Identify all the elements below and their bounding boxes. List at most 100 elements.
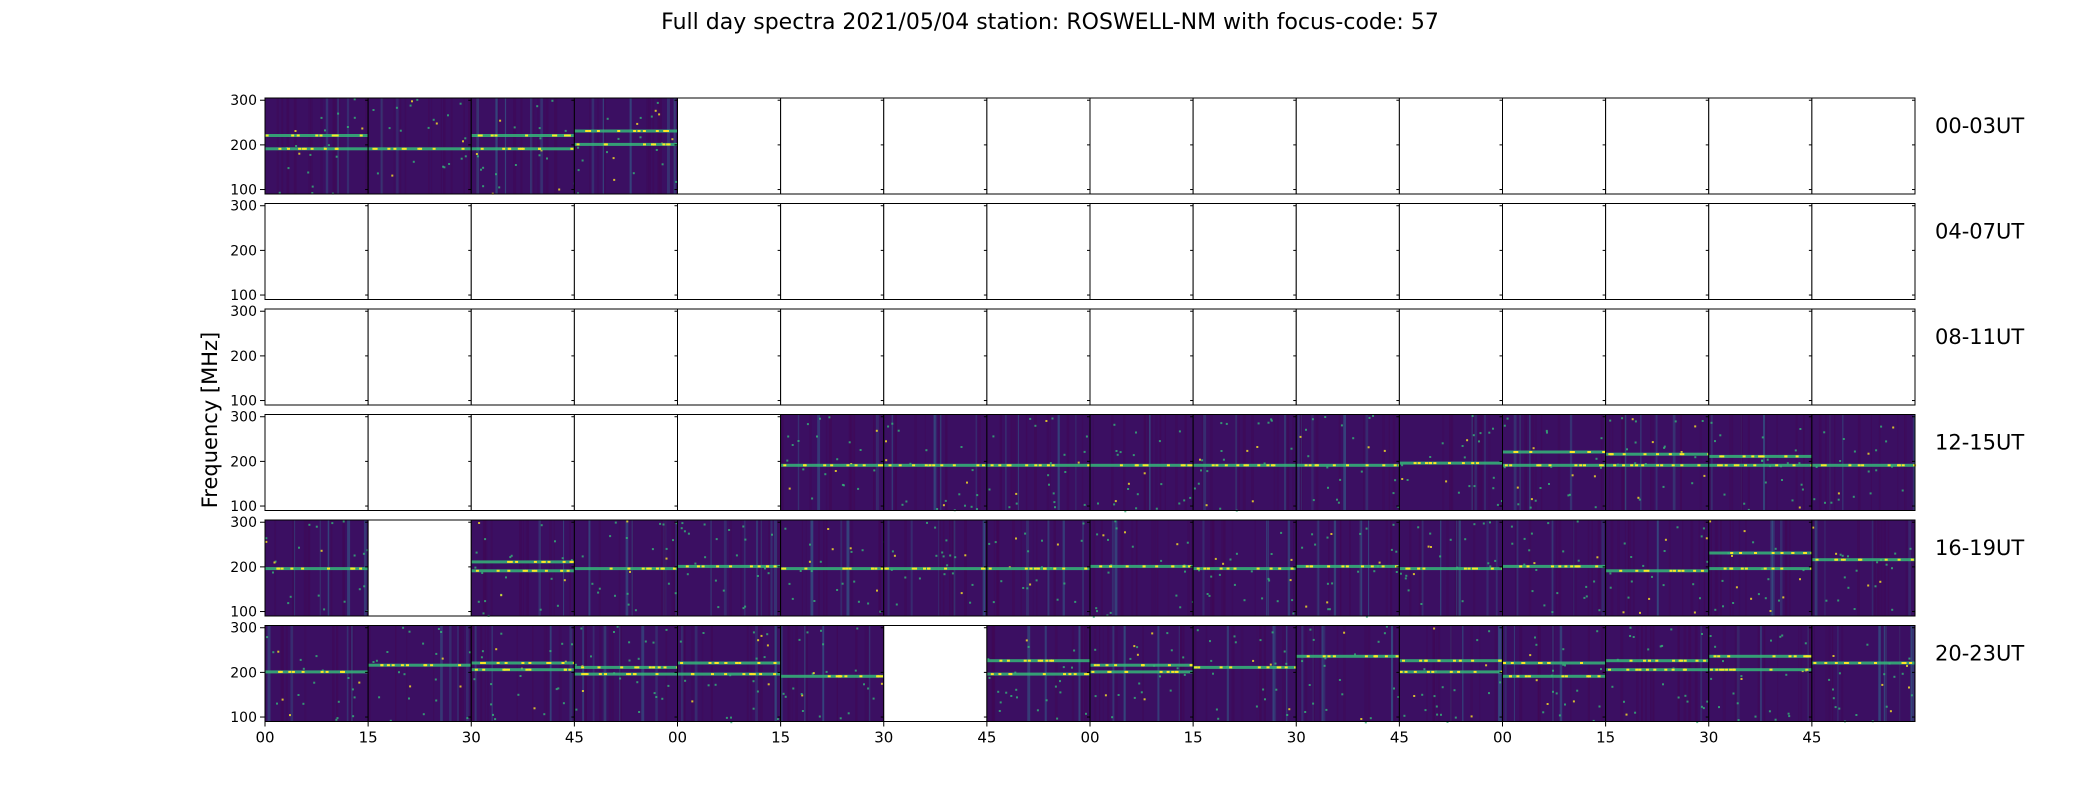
spectrum-speckle bbox=[665, 557, 668, 560]
spectrum-streak bbox=[1333, 520, 1337, 616]
spectrum-band-dot bbox=[1903, 662, 1907, 664]
spectrum-band-dot bbox=[627, 567, 631, 570]
spectrum-speckle bbox=[887, 425, 890, 428]
spectrum-band-dot bbox=[1527, 675, 1531, 678]
spectrum-band-dot bbox=[280, 567, 284, 570]
spectrum-streak bbox=[939, 414, 942, 511]
spectrum-speckle bbox=[1049, 462, 1052, 465]
spectrum-empty bbox=[368, 309, 472, 405]
spectrum-speckle bbox=[1314, 543, 1317, 546]
spectrum-streak bbox=[817, 414, 821, 511]
spectrum-fill bbox=[265, 98, 369, 194]
spectrum-speckle bbox=[994, 541, 997, 544]
spectrum-band-dot bbox=[952, 464, 956, 467]
x-tick-label: 15 bbox=[359, 729, 378, 747]
spectrum-streak bbox=[485, 520, 488, 616]
spectrum-band-dot bbox=[716, 565, 720, 568]
spectrum-speckle bbox=[499, 119, 502, 122]
spectrum-speckle bbox=[1632, 636, 1635, 638]
spectrum-speckle bbox=[1835, 552, 1838, 555]
spectrum-band-dot bbox=[525, 668, 529, 671]
spectrum-speckle bbox=[1545, 429, 1548, 432]
spectrum-fill bbox=[1296, 414, 1400, 511]
spectrum-band-dot bbox=[359, 134, 363, 137]
spectrum-band-dot bbox=[1609, 453, 1613, 456]
spectrum-band-dot bbox=[296, 134, 300, 137]
spectrum-band-dot bbox=[1033, 567, 1037, 570]
spectrum-speckle bbox=[1429, 456, 1432, 458]
spectrum-speckle bbox=[652, 641, 655, 644]
spectrum-speckle bbox=[691, 700, 694, 703]
spectrum-speckle bbox=[1598, 705, 1601, 708]
spectrum-band-dot bbox=[1306, 655, 1310, 658]
row-label: 16-19UT bbox=[1935, 536, 2024, 560]
spectrum-empty bbox=[1193, 309, 1297, 405]
spectrum-speckle bbox=[1843, 576, 1846, 579]
spectrum-speckle bbox=[536, 105, 539, 108]
spectrum-band-dot bbox=[1304, 464, 1308, 467]
spectrum-speckle bbox=[792, 687, 795, 690]
spectrum-streak bbox=[1551, 520, 1554, 616]
spectrum-speckle bbox=[873, 469, 876, 472]
spectrum-speckle bbox=[408, 697, 410, 700]
spectrum-speckle bbox=[442, 165, 445, 168]
spectrum-band-dot bbox=[581, 673, 585, 676]
spectrum-streak bbox=[491, 625, 493, 722]
spectrum-band-dot bbox=[724, 673, 728, 676]
spectrum-speckle bbox=[1453, 689, 1456, 692]
spectrum-streak bbox=[320, 98, 323, 194]
spectrum-speckle bbox=[1424, 709, 1427, 712]
spectrum-speckle bbox=[1723, 493, 1726, 496]
spectrum-band-dot bbox=[1437, 659, 1441, 662]
spectrum-speckle bbox=[629, 570, 631, 573]
spectrum-band-dot bbox=[278, 147, 282, 150]
spectrum-band-dot bbox=[403, 147, 407, 150]
spectrum-streak bbox=[286, 98, 290, 194]
spectrum-speckle bbox=[1357, 570, 1360, 573]
spectrum-streak bbox=[1688, 625, 1692, 722]
spectrum-band-dot bbox=[783, 567, 787, 570]
spectrum-speckle bbox=[1127, 488, 1130, 490]
spectrum-empty bbox=[1399, 203, 1503, 300]
spectrum-fill bbox=[1296, 520, 1400, 616]
spectrum-speckle bbox=[1059, 691, 1062, 694]
spectrum-speckle bbox=[1365, 527, 1368, 530]
spectrum-speckle bbox=[1625, 713, 1628, 716]
spectrum-speckle bbox=[1735, 586, 1738, 589]
x-tick-label: 15 bbox=[1184, 729, 1203, 747]
spectrum-speckle bbox=[925, 449, 928, 452]
spectrum-band-dot bbox=[981, 567, 984, 570]
spectrum-speckle bbox=[1710, 421, 1713, 424]
spectrum-streak bbox=[876, 414, 879, 511]
spectrum-streak bbox=[440, 98, 442, 194]
spectrum-band-dot bbox=[1109, 565, 1113, 568]
spectrum-streak bbox=[1899, 625, 1901, 722]
spectrum-speckle bbox=[819, 417, 821, 420]
spectrum-speckle bbox=[841, 483, 844, 486]
spectrum-empty bbox=[986, 309, 1090, 405]
spectrum-streak bbox=[495, 98, 498, 194]
spectrum-streak bbox=[787, 625, 789, 722]
spectrum-speckle bbox=[1595, 457, 1598, 460]
spectrum-speckle bbox=[498, 186, 501, 189]
spectrum-speckle bbox=[402, 626, 405, 629]
spectrum-band-dot bbox=[1087, 464, 1091, 467]
spectrum-streak bbox=[1392, 414, 1396, 511]
spectrum-band-dot bbox=[458, 664, 462, 667]
spectrum-speckle bbox=[577, 192, 579, 195]
spectrum-speckle bbox=[500, 594, 503, 597]
spectrum-band-dot bbox=[1897, 558, 1901, 561]
spectrum-streak bbox=[292, 625, 294, 722]
spectrum-speckle bbox=[808, 560, 811, 563]
spectrum-streak bbox=[1591, 520, 1593, 616]
spectrum-streak bbox=[1203, 414, 1207, 511]
spectrum-streak bbox=[597, 98, 599, 194]
spectrum-band-dot bbox=[880, 464, 884, 467]
spectrum-speckle bbox=[1529, 654, 1532, 657]
spectrum-speckle bbox=[1176, 543, 1179, 546]
spectrum-speckle bbox=[1546, 431, 1548, 434]
spectrum-speckle bbox=[580, 627, 583, 630]
spectrum-speckle bbox=[277, 650, 280, 653]
spectrum-band-dot bbox=[298, 147, 302, 150]
spectrum-speckle bbox=[827, 528, 830, 530]
